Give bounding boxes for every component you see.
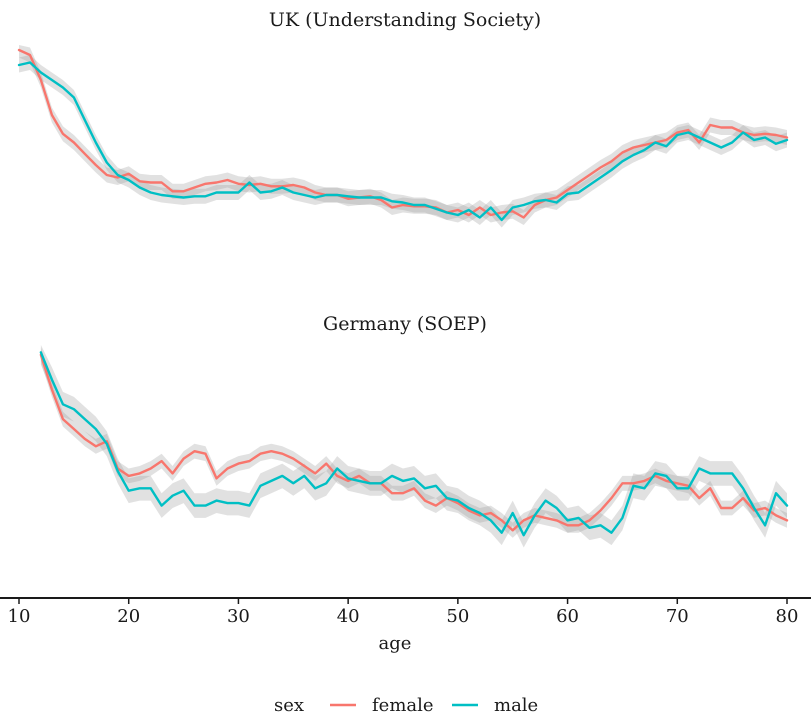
x-axis: 10 20 30 40 50 60 70 80 age: [0, 597, 811, 654]
x-axis-title: age: [379, 633, 412, 654]
x-tick-label: 10: [8, 606, 31, 627]
legend-item-male: male: [452, 695, 538, 716]
panel-title: UK (Understanding Society): [269, 9, 541, 31]
confidence-band-male: [19, 55, 787, 228]
series-line-female: [17, 48, 789, 219]
legend: sex female male: [274, 695, 538, 716]
confidence-band-female: [40, 347, 787, 538]
legend-item-female: female: [330, 695, 434, 716]
x-tick-label: 70: [666, 606, 689, 627]
legend-label: female: [372, 695, 434, 716]
panel-1: UK (Understanding Society): [17, 9, 789, 228]
confidence-band-male: [40, 345, 787, 548]
legend-label: male: [494, 695, 538, 716]
x-tick-label: 20: [117, 606, 140, 627]
panel-2: Germany (SOEP): [39, 313, 789, 548]
x-tick-label: 40: [337, 606, 360, 627]
panels-layer: UK (Understanding Society) Germany (SOEP): [17, 9, 789, 548]
x-tick-label: 60: [556, 606, 579, 627]
x-tick-label: 80: [776, 606, 799, 627]
panel-title: Germany (SOEP): [323, 313, 487, 335]
legend-title: sex: [274, 695, 304, 716]
x-tick-label: 50: [446, 606, 469, 627]
x-tick-label: 30: [227, 606, 250, 627]
series-line-male: [17, 61, 789, 222]
series-line-female: [39, 353, 789, 532]
series-line-male: [39, 351, 789, 537]
confidence-band-female: [19, 45, 787, 225]
